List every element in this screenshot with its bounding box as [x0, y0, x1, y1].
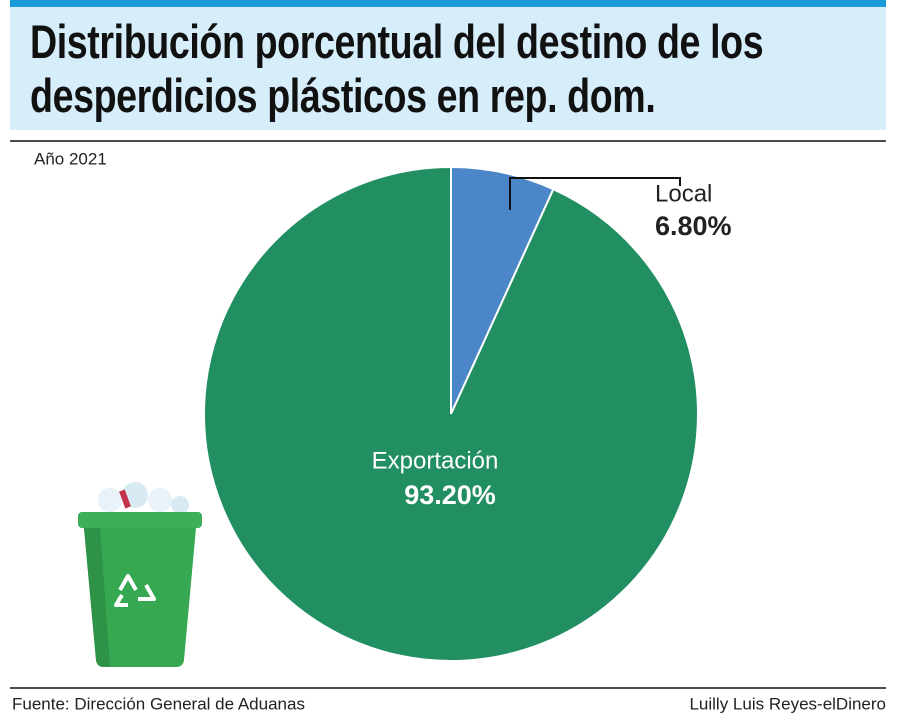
subtitle: Año 2021 — [34, 149, 107, 168]
title-box: Distribución porcentual del destino de l… — [10, 7, 886, 130]
slice-label: Exportación — [372, 447, 499, 474]
leader-line — [509, 177, 681, 210]
chart-title: Distribución porcentual del destino de l… — [30, 15, 764, 122]
value-label: 6.80% — [655, 211, 732, 241]
slice-label: Local — [655, 180, 712, 207]
pie — [203, 165, 699, 662]
pie-slice — [450, 165, 555, 415]
credit: Luilly Luis Reyes-elDinero — [689, 694, 886, 713]
pie-slice — [203, 165, 699, 662]
trash-can-icon — [78, 482, 202, 667]
value-label: 93.20% — [404, 480, 496, 510]
top-bar — [10, 0, 886, 7]
source: Fuente: Dirección General de Aduanas — [12, 694, 305, 713]
